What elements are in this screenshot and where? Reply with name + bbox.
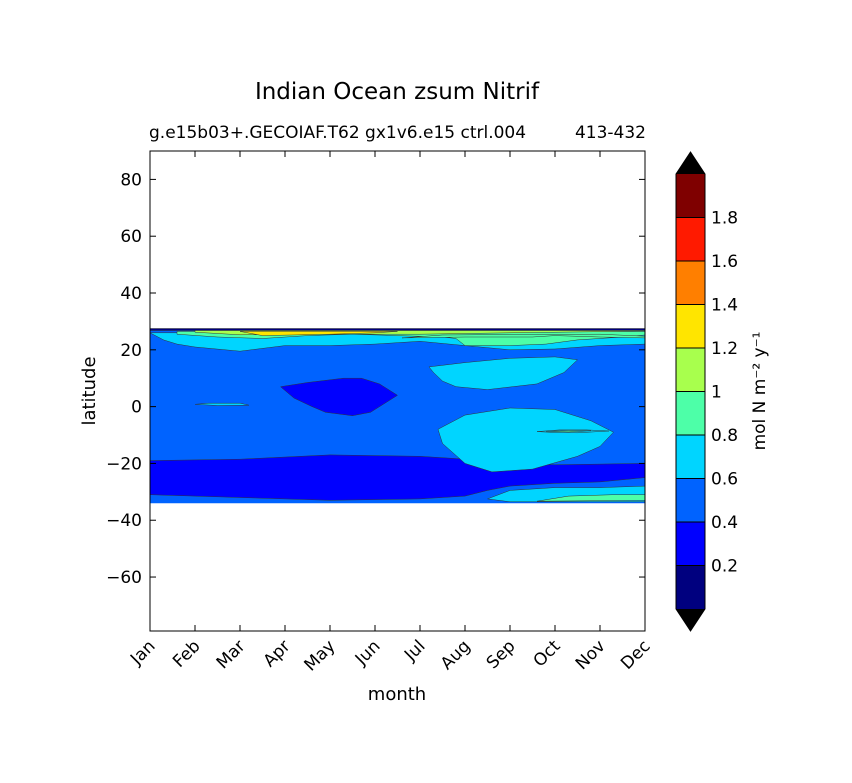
contour-region xyxy=(150,328,645,331)
colorbar-outline xyxy=(675,151,706,632)
colorbar-segment xyxy=(676,304,705,348)
x-tick-label: Sep xyxy=(483,636,520,673)
y-tick-label: −20 xyxy=(106,454,142,474)
contour-region xyxy=(279,377,398,416)
contour-region xyxy=(428,356,579,390)
y-axis-ticks: 80 60 40 20 0 −20 −40 −60 xyxy=(106,170,645,588)
x-axis-label: month xyxy=(368,684,426,705)
y-tick-label: −60 xyxy=(106,568,142,588)
contour-region xyxy=(536,494,645,502)
colorbar-segment xyxy=(676,391,705,435)
colorbar-tick-label: 1.8 xyxy=(711,209,738,229)
y-tick-label: 60 xyxy=(120,227,142,247)
contour-region xyxy=(194,402,250,406)
colorbar: 0.2 0.4 0.6 0.8 1 1.2 1.4 1.6 1.8 xyxy=(675,151,738,632)
y-tick-label: 40 xyxy=(120,284,142,304)
colorbar-tick-label: 0.2 xyxy=(711,557,738,577)
colorbar-segment xyxy=(676,261,705,305)
x-tick-label: May xyxy=(301,636,340,675)
colorbar-tick-label: 0.4 xyxy=(711,513,738,533)
contour-regions xyxy=(150,328,645,504)
chart-subtitle: g.e15b03+.GECOIAF.T62 gx1v6.e15 ctrl.004 xyxy=(149,123,526,143)
y-tick-label: 20 xyxy=(120,341,142,361)
x-tick-label: Apr xyxy=(260,636,295,671)
x-tick-label: Dec xyxy=(617,636,654,673)
colorbar-tick-label: 1.4 xyxy=(711,296,738,316)
colorbar-tick-label: 1.2 xyxy=(711,339,738,359)
contour-region xyxy=(239,331,398,336)
plot-area xyxy=(149,150,646,632)
colorbar-segment xyxy=(676,435,705,479)
plot-frame xyxy=(149,150,646,632)
contour-region xyxy=(437,407,614,473)
colorbar-segment xyxy=(676,217,705,261)
colorbar-tick-label: 0.6 xyxy=(711,470,738,490)
colorbar-segment xyxy=(676,565,705,609)
y-tick-label: 80 xyxy=(120,170,142,190)
colorbar-tick-label: 0.8 xyxy=(711,426,738,446)
colorbar-extend-max xyxy=(676,152,705,174)
colorbar-tick-label: 1.6 xyxy=(711,252,738,272)
x-tick-label: Jan xyxy=(126,636,159,669)
x-tick-label: Nov xyxy=(572,636,610,674)
colorbar-segment xyxy=(676,174,705,218)
y-tick-label: 0 xyxy=(131,398,142,418)
x-tick-label: Mar xyxy=(213,636,250,673)
y-axis-label: latitude xyxy=(79,356,100,425)
colorbar-tick-label: 1 xyxy=(711,383,722,403)
x-tick-label: Aug xyxy=(437,636,475,674)
x-tick-label: Feb xyxy=(169,636,204,671)
chart-subtitle-range: 413-432 xyxy=(575,123,646,143)
x-tick-label: Oct xyxy=(530,636,565,671)
chart-title: Indian Ocean zsum Nitrif xyxy=(255,79,540,105)
x-tick-label: Jul xyxy=(400,636,429,665)
contour-region xyxy=(401,333,645,339)
colorbar-segment xyxy=(676,522,705,566)
colorbar-label: mol N m⁻² y⁻¹ xyxy=(750,332,770,451)
colorbar-extend-min xyxy=(676,609,705,631)
colorbar-segment xyxy=(676,478,705,522)
colorbar-segment xyxy=(676,348,705,392)
x-tick-label: Jun xyxy=(351,636,385,670)
y-tick-label: −40 xyxy=(106,511,142,531)
contour-region xyxy=(545,430,592,433)
